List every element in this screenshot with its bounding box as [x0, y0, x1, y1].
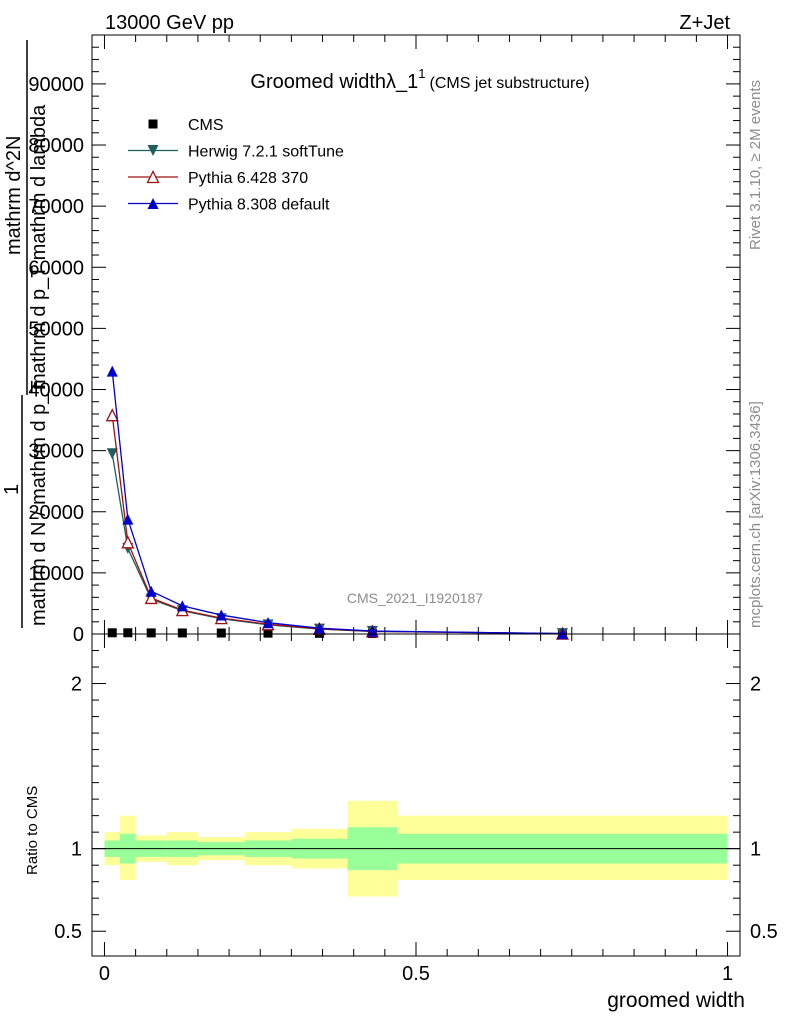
data-point [177, 628, 187, 638]
data-point [144, 590, 158, 605]
legend-item-1: Herwig 7.2.1 softTune [128, 144, 344, 161]
ratio-tick-label-right: 1 [750, 839, 761, 861]
legend-label: CMS [188, 117, 224, 134]
data-point [107, 628, 117, 638]
x-tick-label: 0 [99, 963, 110, 985]
ylabel-line-3: 1 [1, 484, 23, 495]
data-point [176, 600, 188, 612]
y-tick-label: 70000 [28, 196, 84, 218]
y-tick-label: 90000 [28, 74, 84, 96]
x-axis-label: groomed width [607, 989, 745, 1012]
series-2 [105, 408, 569, 640]
mcplots-label: mcplots.cern.ch [arXiv:1306.3436] [747, 401, 764, 628]
ratio-panel-ticks: 0.5 0.5 1 1 2 2 0 0.5 1 [54, 634, 778, 985]
series-3 [106, 365, 568, 640]
y-tick-label: 30000 [28, 441, 84, 463]
y-tick-label: 40000 [28, 380, 84, 402]
data-point [145, 585, 157, 597]
data-point [122, 513, 134, 525]
legend-marker [146, 170, 160, 184]
ylabel-line-2: mathrm d p_T mathrm d lambda [28, 104, 50, 390]
y-tick-label: 10000 [28, 563, 84, 585]
chart-title: Groomed widthλ_11 (CMS jet substructure) [250, 66, 589, 93]
title-main: Groomed widthλ_1 [250, 71, 418, 93]
ratio-tick-label-right: 2 [750, 674, 761, 696]
ratio-tick-label: 2 [71, 674, 82, 696]
watermark: CMS_2021_I1920187 [347, 590, 483, 606]
legend-item-2: Pythia 6.428 370 [128, 170, 308, 187]
ratio-tick-label: 1 [71, 839, 82, 861]
data-point [216, 628, 226, 638]
rivet-label: Rivet 3.1.10, ≥ 2M events [747, 80, 764, 250]
legend: CMS Herwig 7.2.1 softTune Pythia 6.428 370… [128, 117, 344, 214]
data-point [105, 408, 119, 422]
data-point [313, 622, 325, 634]
legend-item-3: Pythia 8.308 default [128, 197, 330, 214]
data-point [262, 617, 274, 629]
data-point [106, 448, 118, 460]
main-panel-ticks: 10000 20000 30000 40000 50000 60000 70000 80000… [28, 35, 740, 646]
legend-marker [147, 198, 159, 209]
ylabel-line-1: mathrm d^2N [3, 136, 25, 255]
header-left: 13000 GeV pp [105, 12, 234, 34]
svg-text:Groomed widthλ_11(CMS jet subs: Groomed widthλ_11 (CMS jet substructure) [250, 66, 589, 93]
main-panel-series [105, 365, 569, 640]
series-line [111, 415, 563, 635]
data-point [146, 628, 156, 638]
series-line [111, 371, 563, 635]
series-1 [106, 448, 568, 640]
data-point [106, 365, 118, 377]
legend-item-0: CMS [148, 117, 224, 134]
x-tick-label: 1 [722, 963, 733, 985]
ratio-panel-frame [91, 633, 741, 957]
y-tick-label: 60000 [28, 257, 84, 279]
data-point [121, 535, 135, 549]
y-axis-label: mathrm d^2N mathrm d p_T mathrm d lambda… [1, 40, 50, 628]
data-point [263, 628, 273, 638]
y-zero-label: 0 [73, 624, 84, 646]
ratio-tick-label-right: 0.5 [750, 921, 778, 943]
x-tick-label: 0.5 [402, 963, 430, 985]
ylabel-line-4: mathrm d N / mathrm d p_T [28, 380, 50, 626]
y-tick-label: 50000 [28, 318, 84, 340]
legend-marker [148, 119, 158, 129]
legend-label: Pythia 8.308 default [188, 197, 330, 214]
data-point [215, 609, 227, 621]
ratio-tick-label: 0.5 [54, 921, 82, 943]
y-tick-label: 20000 [28, 502, 84, 524]
legend-marker [147, 145, 159, 156]
header-right: Z+Jet [679, 12, 730, 34]
legend-label: Pythia 6.428 370 [188, 170, 308, 187]
ratio-y-label: Ratio to CMS [24, 786, 41, 875]
title-sup: 1 [418, 66, 425, 81]
data-point [123, 628, 133, 638]
y-tick-label: 80000 [28, 135, 84, 157]
legend-label: Herwig 7.2.1 softTune [188, 144, 344, 161]
title-sub: (CMS jet substructure) [430, 75, 590, 92]
